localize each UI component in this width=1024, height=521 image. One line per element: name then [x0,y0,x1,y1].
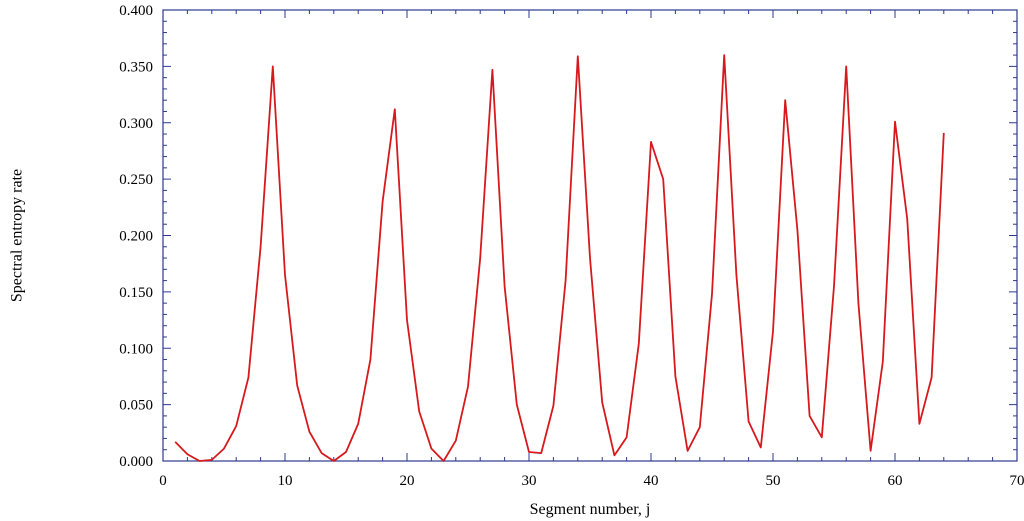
x-tick-label: 40 [644,473,659,489]
y-tick-label: 0.250 [119,172,153,188]
x-tick-label: 10 [278,473,293,489]
y-tick-label: 0.150 [119,285,153,301]
x-axis-title: Segment number, j [530,501,651,518]
y-tick-label: 0.050 [119,398,153,414]
x-tick-label: 30 [522,473,537,489]
y-tick-label: 0.400 [119,3,153,19]
x-tick-label: 70 [1010,473,1024,489]
series-line [174,54,945,462]
y-tick-label: 0.350 [119,59,153,75]
ticks [162,9,1018,462]
x-tick-label: 50 [766,473,781,489]
x-tick-label: 20 [400,473,415,489]
series-layer [174,54,945,462]
y-axis-title: Spectral entropy rate [9,169,26,302]
x-tick-label: 0 [159,473,167,489]
y-tick-label: 0.200 [119,229,153,245]
tick-labels: 0 10 20 30 40 50 60 70 0.000 0.050 0.100 0.150 0.200… [119,3,1024,489]
y-tick-label: 0.100 [119,341,153,357]
y-tick-label: 0.300 [119,116,153,132]
x-tick-label: 60 [888,473,903,489]
y-tick-label: 0.000 [119,454,153,470]
